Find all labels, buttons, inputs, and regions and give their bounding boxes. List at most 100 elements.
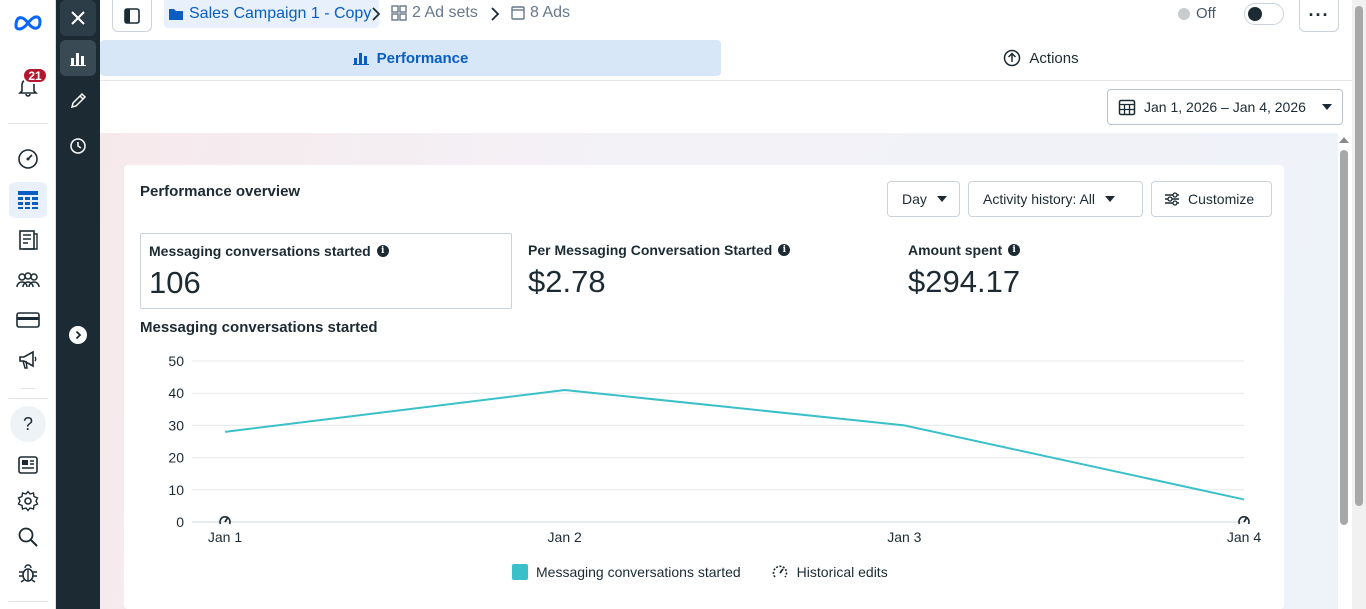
- campaign-status: Off: [1178, 5, 1216, 22]
- scroll-up-arrow[interactable]: [1339, 137, 1349, 143]
- rail-scroll-hint: [21, 388, 35, 389]
- sidebar-panel-icon: [124, 7, 140, 24]
- date-range-picker[interactable]: Jan 1, 2026 – Jan 4, 2026: [1107, 89, 1343, 125]
- search-icon[interactable]: [9, 519, 47, 555]
- grid-icon: [391, 5, 407, 21]
- view-tabs: Performance Actions: [100, 40, 1352, 81]
- customize-button[interactable]: Customize: [1151, 181, 1272, 217]
- megaphone-icon[interactable]: [9, 342, 47, 378]
- expand-panel-icon[interactable]: [69, 326, 87, 344]
- metric-messaging-conversations[interactable]: Messaging conversations started i 106: [140, 233, 512, 309]
- meta-logo-icon[interactable]: [9, 4, 47, 40]
- chart-legend: Messaging conversations started Historic…: [512, 563, 888, 581]
- top-bar: Sales Campaign 1 - Copy 2 Ad sets 8 Ads …: [100, 0, 1352, 40]
- performance-overview-card: Performance overview Day Activity histor…: [124, 165, 1284, 609]
- series-line: [224, 388, 1245, 501]
- metric-value: $294.17: [908, 264, 1021, 299]
- tab-actions-label: Actions: [1029, 49, 1079, 67]
- window-scrollbar-thumb[interactable]: [1355, 6, 1363, 506]
- granularity-label: Day: [902, 191, 927, 207]
- x-tick-label: Jan 4: [1227, 529, 1261, 545]
- info-icon[interactable]: i: [778, 244, 791, 256]
- status-dot: [1178, 7, 1190, 20]
- line-chart: 0 10 20 30 40 50 Jan 1 Jan 2 Jan 3 Jan 4: [168, 353, 1261, 545]
- metric-amount-spent[interactable]: Amount spent i $294.17: [900, 233, 1272, 309]
- pencil-icon[interactable]: [60, 83, 96, 119]
- bug-icon[interactable]: [9, 555, 47, 591]
- news-icon[interactable]: [9, 447, 47, 483]
- breadcrumb-campaign-label: Sales Campaign 1 - Copy: [189, 5, 372, 22]
- tab-actions[interactable]: Actions: [721, 40, 1361, 76]
- legend-series-label[interactable]: Messaging conversations started: [536, 564, 741, 580]
- folder-icon: [169, 9, 183, 20]
- metric-cost-per-conversation[interactable]: Per Messaging Conversation Started i $2.…: [520, 233, 892, 309]
- info-icon[interactable]: i: [1008, 244, 1021, 256]
- sliders-icon: [1165, 192, 1179, 206]
- window-scrollbar[interactable]: [1352, 0, 1366, 609]
- bar-chart-icon[interactable]: [60, 40, 96, 76]
- chevron-right-icon: [372, 7, 381, 21]
- chart-title: Messaging conversations started: [140, 319, 378, 336]
- help-icon[interactable]: ?: [10, 406, 46, 442]
- edit-marker-needle: [1243, 517, 1248, 523]
- edit-marker-arc: [219, 516, 231, 525]
- historical-edit-marker: [219, 516, 231, 525]
- tab-performance-label: Performance: [376, 49, 469, 67]
- clock-icon[interactable]: [60, 128, 96, 164]
- x-tick-label: Jan 2: [548, 529, 582, 545]
- legend-edits-label[interactable]: Historical edits: [796, 564, 888, 580]
- left-navigation-rail: 21 ?: [0, 0, 56, 609]
- breadcrumb-campaign[interactable]: Sales Campaign 1 - Copy: [164, 0, 380, 28]
- granularity-dropdown[interactable]: Day: [887, 181, 960, 217]
- y-tick-label: 40: [168, 385, 184, 401]
- arrow-up-circle-icon: [1004, 49, 1021, 67]
- audience-icon[interactable]: [9, 262, 47, 298]
- metric-label: Messaging conversations started i: [149, 243, 503, 259]
- metric-value: 106: [149, 265, 201, 300]
- metric-value: $2.78: [528, 264, 606, 299]
- y-tick-label: 10: [168, 482, 184, 498]
- panel-toggle-button[interactable]: [112, 0, 152, 32]
- chevron-down-icon: [1322, 104, 1332, 110]
- info-icon[interactable]: i: [376, 245, 389, 257]
- edit-marker-arc: [1238, 516, 1250, 525]
- settings-icon[interactable]: [9, 483, 47, 519]
- date-range-label: Jan 1, 2026 – Jan 4, 2026: [1144, 99, 1306, 115]
- status-label: Off: [1196, 5, 1216, 22]
- close-icon[interactable]: [60, 0, 96, 36]
- breadcrumb-ad-sets[interactable]: 2 Ad sets: [391, 4, 478, 22]
- more-options-button[interactable]: ···: [1299, 0, 1339, 32]
- chevron-down-icon: [1105, 196, 1116, 202]
- activity-history-label: Activity history: All: [983, 191, 1096, 207]
- notification-count-badge: 21: [22, 67, 48, 84]
- legend-swatch: [512, 564, 528, 580]
- catalog-icon[interactable]: [9, 222, 47, 258]
- campaign-on-off-toggle[interactable]: [1244, 3, 1284, 25]
- activity-history-dropdown[interactable]: Activity history: All: [968, 181, 1143, 217]
- rail-divider: [8, 601, 48, 602]
- y-tick-label: 20: [168, 450, 184, 466]
- x-tick-label: Jan 3: [887, 529, 921, 545]
- content-scrollbar-thumb[interactable]: [1340, 150, 1348, 525]
- rail-divider: [8, 398, 48, 399]
- help-glyph: ?: [22, 413, 33, 434]
- breadcrumb-ads-label: 8 Ads: [530, 4, 571, 21]
- historical-edit-marker: [1238, 516, 1250, 525]
- metric-label: Per Messaging Conversation Started i: [528, 242, 884, 258]
- breadcrumb-ads[interactable]: 8 Ads: [511, 4, 570, 22]
- breadcrumb-ad-sets-label: 2 Ad sets: [412, 4, 478, 21]
- speedometer-icon[interactable]: [9, 141, 47, 177]
- editor-side-panel-rail: [56, 0, 100, 609]
- metric-label-text: Amount spent: [908, 242, 1003, 258]
- card-title: Performance overview: [140, 183, 301, 200]
- table-icon[interactable]: [9, 182, 47, 218]
- toggle-knob: [1248, 7, 1262, 21]
- bar-chart-icon: [352, 53, 369, 65]
- rail-divider: [8, 123, 48, 124]
- historical-edits-icon: [772, 565, 787, 578]
- tab-performance[interactable]: Performance: [100, 40, 721, 76]
- metric-label-text: Per Messaging Conversation Started: [528, 242, 773, 258]
- y-tick-label: 0: [176, 514, 184, 530]
- billing-icon[interactable]: [9, 302, 47, 338]
